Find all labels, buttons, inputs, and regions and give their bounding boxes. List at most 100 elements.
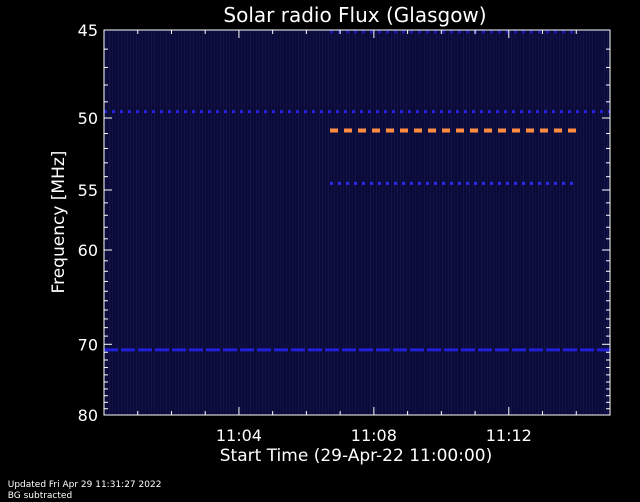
texture-line: [604, 31, 605, 414]
texture-line: [571, 31, 572, 414]
y-tick-label: 70: [78, 335, 98, 354]
texture-line: [472, 31, 473, 414]
texture-line: [430, 31, 431, 414]
texture-line: [187, 31, 188, 414]
texture-line: [475, 31, 476, 414]
y-tick-label: 55: [78, 181, 98, 200]
texture-line: [391, 31, 392, 414]
texture-line: [574, 31, 575, 414]
texture-line: [406, 31, 407, 414]
texture-line: [346, 31, 347, 414]
texture-line: [514, 31, 515, 414]
background-note: BG subtracted: [7, 491, 73, 501]
texture-line: [343, 31, 344, 414]
texture-line: [280, 31, 281, 414]
texture-line: [109, 31, 110, 414]
texture-line: [454, 31, 455, 414]
texture-line: [508, 31, 509, 414]
texture-line: [577, 31, 578, 414]
texture-line: [241, 31, 242, 414]
texture-line: [457, 31, 458, 414]
texture-line: [403, 31, 404, 414]
texture-line: [370, 31, 371, 414]
texture-line: [289, 31, 290, 414]
texture-line: [232, 31, 233, 414]
y-tick-label: 80: [78, 406, 98, 425]
texture-line: [385, 31, 386, 414]
texture-line: [163, 31, 164, 414]
texture-line: [310, 31, 311, 414]
texture-line: [532, 31, 533, 414]
texture-line: [511, 31, 512, 414]
texture-line: [463, 31, 464, 414]
texture-line: [529, 31, 530, 414]
texture-line: [199, 31, 200, 414]
texture-line: [502, 31, 503, 414]
texture-line: [559, 31, 560, 414]
texture-line: [154, 31, 155, 414]
texture-line: [244, 31, 245, 414]
texture-line: [565, 31, 566, 414]
texture-line: [352, 31, 353, 414]
texture-line: [490, 31, 491, 414]
texture-line: [286, 31, 287, 414]
texture-line: [328, 31, 329, 414]
texture-line: [253, 31, 254, 414]
texture-line: [355, 31, 356, 414]
texture-line: [256, 31, 257, 414]
texture-line: [427, 31, 428, 414]
texture-line: [505, 31, 506, 414]
texture-line: [313, 31, 314, 414]
texture-line: [157, 31, 158, 414]
texture-line: [466, 31, 467, 414]
x-tick-label: 11:04: [216, 426, 262, 445]
x-axis-label: Start Time (29-Apr-22 11:00:00): [220, 446, 492, 466]
texture-line: [556, 31, 557, 414]
texture-line: [274, 31, 275, 414]
texture-line: [277, 31, 278, 414]
texture-line: [595, 31, 596, 414]
texture-line: [121, 31, 122, 414]
texture-line: [418, 31, 419, 414]
texture-line: [196, 31, 197, 414]
x-tick-label: 11:12: [486, 426, 532, 445]
texture-line: [481, 31, 482, 414]
texture-line: [172, 31, 173, 414]
texture-line: [544, 31, 545, 414]
texture-line: [283, 31, 284, 414]
texture-line: [409, 31, 410, 414]
texture-line: [235, 31, 236, 414]
texture-line: [541, 31, 542, 414]
y-tick-label: 60: [78, 241, 98, 260]
y-tick-label: 45: [78, 21, 98, 40]
texture-line: [214, 31, 215, 414]
chart-title: Solar radio Flux (Glasgow): [223, 3, 486, 27]
texture-line: [178, 31, 179, 414]
x-axis: 11:04 11:08 11:12: [137, 30, 577, 445]
texture-line: [106, 31, 107, 414]
texture-line: [538, 31, 539, 414]
texture-line: [484, 31, 485, 414]
texture-line: [394, 31, 395, 414]
texture-line: [361, 31, 362, 414]
texture-line: [268, 31, 269, 414]
emission-bands: [104, 30, 610, 352]
texture-line: [247, 31, 248, 414]
texture-line: [130, 31, 131, 414]
texture-line: [211, 31, 212, 414]
texture-line: [193, 31, 194, 414]
texture-line: [136, 31, 137, 414]
texture-line: [499, 31, 500, 414]
texture-line: [220, 31, 221, 414]
texture-line: [601, 31, 602, 414]
texture-line: [598, 31, 599, 414]
texture-line: [469, 31, 470, 414]
texture-line: [205, 31, 206, 414]
texture-line: [148, 31, 149, 414]
texture-line: [226, 31, 227, 414]
texture-line: [334, 31, 335, 414]
texture-line: [364, 31, 365, 414]
texture-line: [265, 31, 266, 414]
texture-line: [145, 31, 146, 414]
y-axis: 45 50 55 60 70 80: [78, 21, 610, 425]
